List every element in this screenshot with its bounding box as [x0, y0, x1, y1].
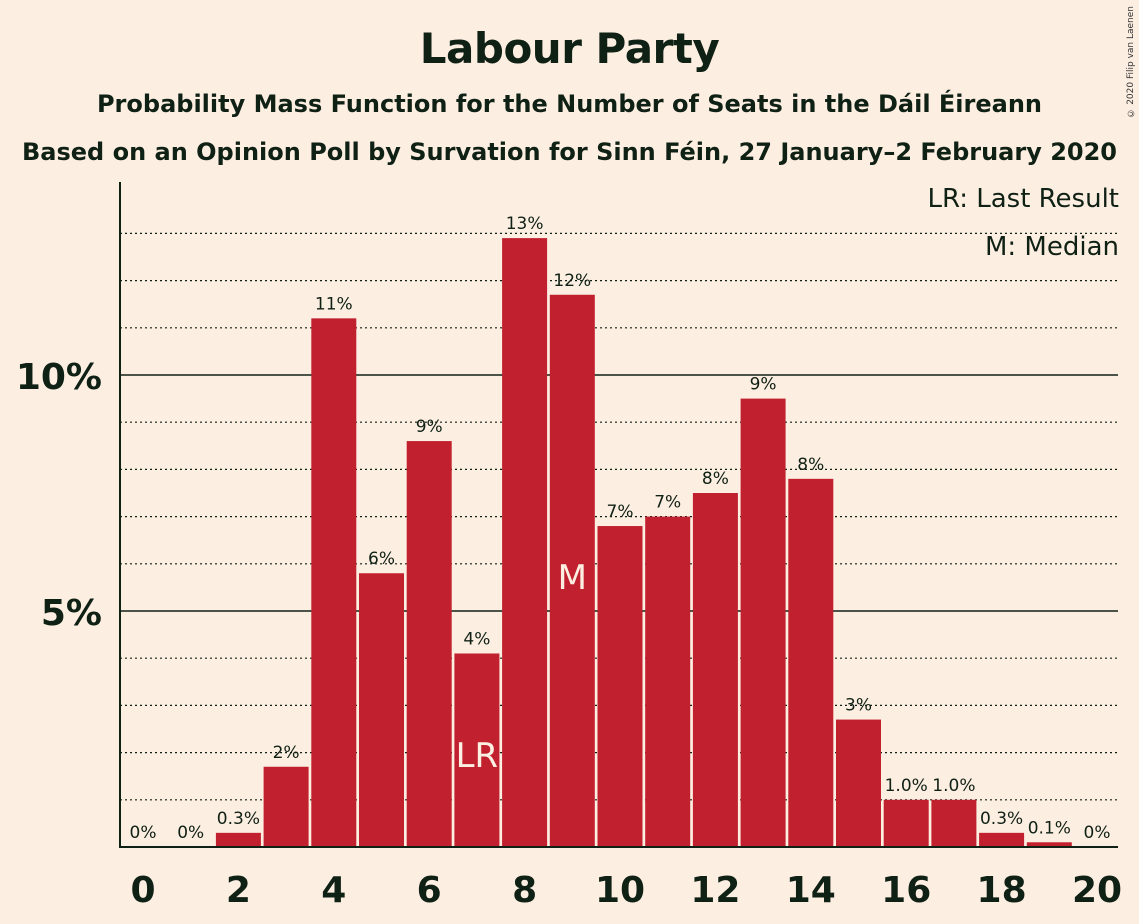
bar-seats-3 — [263, 766, 309, 847]
y-tick-label: 5% — [41, 593, 102, 634]
value-label: 2% — [273, 743, 300, 763]
bar-seats-7 — [454, 653, 500, 847]
chart-subtitle: Probability Mass Function for the Number… — [96, 90, 1043, 118]
value-label: 8% — [702, 469, 729, 489]
y-tick-label: 10% — [16, 357, 102, 398]
value-label: 9% — [750, 375, 777, 395]
bar-seats-8 — [502, 238, 548, 847]
bar-seats-19 — [1026, 842, 1072, 847]
x-tick-label: 20 — [1072, 870, 1122, 911]
x-tick-label: 0 — [130, 870, 155, 911]
value-label: 0% — [130, 823, 157, 843]
bar-seats-14 — [788, 478, 834, 847]
value-label: 0% — [1084, 823, 1111, 843]
legend-median: M: Median — [984, 232, 1119, 262]
value-label: 7% — [607, 502, 634, 522]
x-tick-label: 12 — [690, 870, 740, 911]
value-label: 1.0% — [885, 776, 928, 796]
x-tick-label: 6 — [417, 870, 442, 911]
x-tick-label: 14 — [786, 870, 836, 911]
bar-seats-5 — [359, 573, 404, 847]
bar-seats-4 — [311, 318, 357, 847]
bar-seats-12 — [692, 493, 738, 847]
bar-seats-9 — [549, 294, 595, 847]
x-tick-label: 2 — [226, 870, 251, 911]
value-label: 11% — [315, 294, 353, 314]
value-label: 13% — [506, 214, 544, 234]
value-label: 0.3% — [980, 809, 1023, 829]
x-tick-label: 10 — [595, 870, 645, 911]
value-label: 12% — [553, 271, 591, 291]
value-label: 7% — [654, 493, 681, 513]
marker-lr: LR — [456, 736, 499, 776]
value-label: 0.3% — [217, 809, 260, 829]
value-label: 3% — [845, 696, 872, 716]
bar-seats-15 — [836, 719, 881, 847]
value-label: 6% — [368, 549, 395, 569]
chart-subtitle-poll: Based on an Opinion Poll by Survation fo… — [22, 138, 1117, 166]
bar-seats-18 — [979, 832, 1025, 847]
marker-m: M — [558, 558, 587, 598]
value-label: 0.1% — [1028, 818, 1071, 838]
x-tick-label: 18 — [977, 870, 1027, 911]
chart-title: Labour Party — [419, 24, 720, 73]
x-tick-label: 16 — [881, 870, 931, 911]
bar-seats-13 — [740, 398, 786, 847]
legend-last-result: LR: Last Result — [927, 184, 1119, 214]
bar-seats-10 — [597, 526, 643, 847]
value-label: 8% — [797, 455, 824, 475]
bar-seats-2 — [215, 832, 261, 847]
bar-seats-17 — [931, 799, 977, 847]
value-label: 9% — [416, 417, 443, 437]
x-tick-label: 4 — [321, 870, 346, 911]
value-label: 0% — [177, 823, 204, 843]
value-label: 1.0% — [932, 776, 975, 796]
bar-seats-16 — [883, 799, 929, 847]
value-label: 4% — [463, 629, 490, 649]
bar-seats-11 — [645, 516, 691, 847]
x-tick-label: 8 — [512, 870, 537, 911]
bar-seats-6 — [406, 441, 452, 847]
